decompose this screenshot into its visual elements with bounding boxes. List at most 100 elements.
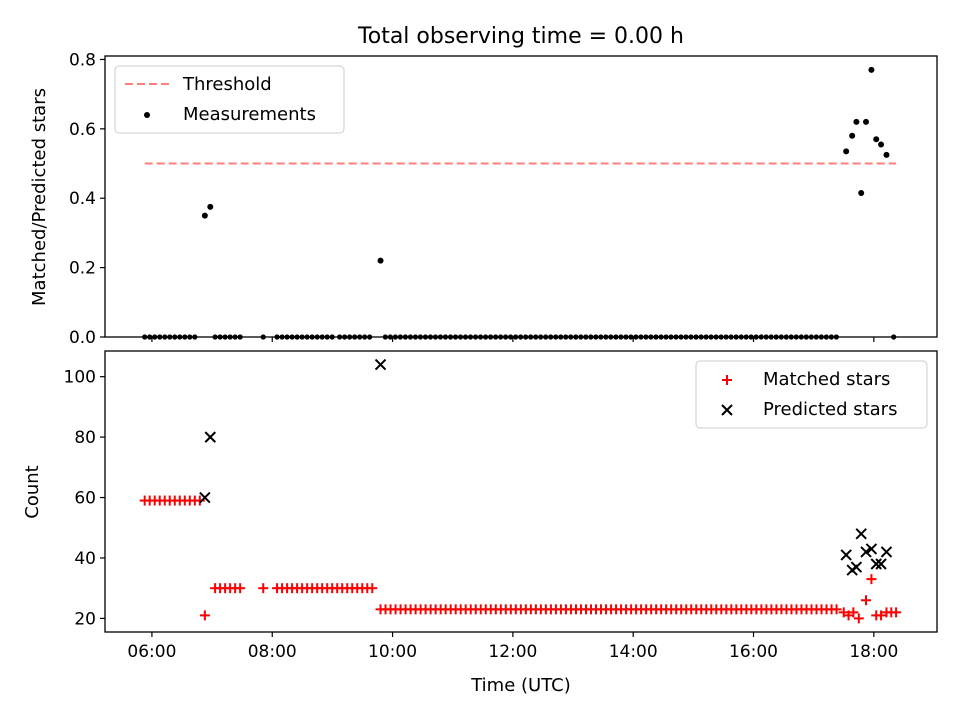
measurement-point-zero — [152, 334, 158, 340]
measurement-point-zero — [563, 334, 569, 340]
measurement-point — [878, 141, 885, 148]
measurement-point-zero — [688, 334, 694, 340]
measurement-point-zero — [498, 334, 504, 340]
measurement-point — [843, 148, 850, 155]
predicted-star-point-b — [840, 549, 852, 561]
measurement-point-zero — [329, 334, 335, 340]
predicted-star-point-b — [855, 528, 867, 540]
measurement-point-zero — [833, 334, 839, 340]
bottom-y-tick-label: 20 — [74, 609, 96, 629]
measurement-point — [873, 136, 880, 143]
matched-star-point — [891, 607, 902, 618]
top-y-ticks: 0.0 0.2 0.4 0.6 0.8 — [69, 50, 105, 348]
measurement-point-zero — [803, 334, 809, 340]
predicted-star-point — [880, 546, 893, 558]
measurement-point-zero — [758, 334, 764, 340]
measurement-point-zero — [457, 334, 464, 340]
legend-predicted-label: Predicted stars — [763, 399, 897, 420]
measurement-point-zero — [397, 334, 403, 340]
measurement-point-zero — [828, 334, 834, 340]
measurement-point-zero — [813, 334, 819, 340]
measurement-point-zero — [738, 334, 744, 340]
legend-measurements-label: Measurements — [183, 104, 316, 125]
measurement-point-zero — [299, 334, 305, 340]
measurement-point-zero — [578, 334, 584, 340]
predicted-star-point — [199, 491, 211, 504]
measurement-point-zero — [618, 334, 624, 340]
bottom-y-tick-label: 100 — [64, 368, 96, 388]
bottom-legend-box — [695, 360, 928, 429]
measurement-point-zero — [708, 334, 714, 340]
predicted-star-point-b — [860, 546, 872, 558]
top-y-tick-label: 0.0 — [69, 328, 96, 348]
measurement-point-zero — [793, 334, 799, 340]
measurement-point-zero — [167, 334, 173, 340]
measurement-point-zero — [452, 334, 459, 340]
measurement-point-zero — [192, 334, 198, 340]
matched-star-point — [876, 610, 887, 621]
measurement-point-zero — [518, 334, 524, 340]
measurement-point — [863, 118, 870, 125]
bottom-x-ticks: 06:00 08:00 10:00 12:00 14:00 16:00 18:00 — [127, 632, 898, 662]
x-tick-label: 06:00 — [127, 642, 176, 662]
measurement-point-zero — [157, 334, 163, 340]
measurement-point-zero — [487, 334, 494, 340]
top-legend-box — [114, 65, 345, 134]
measurement-point-zero — [357, 334, 363, 340]
measurement-point-zero — [222, 334, 228, 340]
top-y-tick-label: 0.8 — [69, 50, 96, 70]
measurement-point-zero — [523, 334, 529, 340]
measurement-point — [868, 66, 875, 73]
measurements-group — [142, 66, 897, 340]
measurement-point-zero — [294, 334, 300, 340]
x-tick-label: 16:00 — [729, 642, 778, 662]
measurement-point-zero — [588, 334, 594, 340]
measurement-point-zero — [352, 334, 358, 340]
matched-star-point — [258, 583, 269, 594]
measurement-point-zero — [603, 334, 609, 340]
bottom-y-tick-label: 80 — [74, 428, 96, 448]
measurement-point-zero — [778, 334, 784, 340]
measurement-point — [201, 212, 208, 219]
measurement-point-zero — [289, 334, 295, 340]
chart-title: Total observing time = 0.00 h — [357, 24, 684, 49]
measurement-point-zero — [417, 334, 424, 340]
measurement-point-zero — [548, 334, 554, 340]
measurement-point — [883, 151, 890, 158]
predicted-star-point — [870, 558, 882, 570]
predicted-star-point-b — [374, 358, 387, 371]
measurement-point-zero — [412, 334, 419, 340]
measurement-point-zero — [187, 334, 193, 340]
measurement-point-zero — [422, 334, 429, 340]
measurement-point — [377, 257, 384, 264]
top-y-tick-label: 0.4 — [69, 189, 96, 209]
measurement-point-zero — [668, 334, 674, 340]
measurement-point-zero — [172, 334, 178, 340]
top-y-tick-label: 0.6 — [69, 120, 96, 140]
measurement-point-zero — [703, 334, 709, 340]
measurement-point-zero — [347, 334, 353, 340]
measurement-point-zero — [274, 334, 280, 340]
measurement-point-zero — [768, 334, 774, 340]
measurement-point-zero — [314, 334, 320, 340]
matched-star-point — [853, 613, 864, 624]
bottom-panel-frame — [104, 350, 938, 633]
measurement-point-zero — [808, 334, 814, 340]
measurement-point-zero — [279, 334, 285, 340]
measurement-point-zero — [743, 334, 749, 340]
measurement-point-zero — [818, 334, 824, 340]
x-tick-label: 14:00 — [609, 642, 658, 662]
measurement-point-zero — [442, 334, 449, 340]
measurement-point-zero — [472, 334, 479, 340]
measurement-point-zero — [648, 334, 654, 340]
legend-matched-swatch — [722, 375, 732, 385]
measurement-point-zero — [147, 334, 153, 340]
measurement-point-zero — [182, 334, 188, 340]
measurement-point — [858, 190, 865, 197]
measurement-point-zero — [324, 334, 330, 340]
measurement-point-zero — [658, 334, 664, 340]
bottom-legend: Matched stars Predicted stars — [695, 360, 928, 429]
top-legend: Threshold Measurements — [114, 65, 345, 134]
measurement-point-zero — [623, 334, 629, 340]
